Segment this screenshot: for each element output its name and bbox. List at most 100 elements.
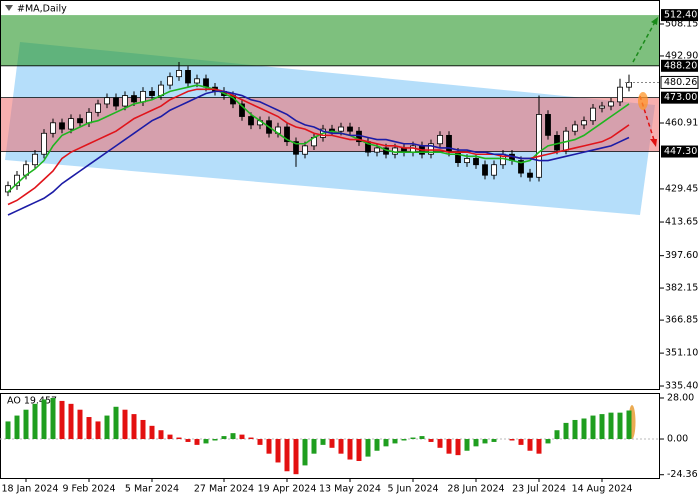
ao-bar [311, 439, 317, 454]
candle-body [68, 118, 74, 130]
candle-body [482, 164, 488, 176]
ao-bar [266, 439, 272, 454]
forecast-arrow-up [632, 21, 656, 63]
candle-body [374, 147, 380, 153]
ao-bar [104, 415, 110, 440]
ao-bar [356, 439, 362, 461]
y-tick-label: 429.45 [665, 183, 698, 194]
candle-body [248, 116, 254, 126]
candle-body [608, 101, 614, 107]
ao-bar [203, 439, 209, 444]
y-tick-label: 382.15 [665, 283, 698, 294]
ao-bar [617, 412, 623, 440]
candle-body [239, 103, 245, 117]
candle-body [527, 172, 533, 178]
candle-body [104, 97, 110, 105]
ao-bar [446, 439, 452, 454]
ao-bar [626, 410, 632, 440]
y-tick-label: 366.85 [665, 315, 698, 326]
ao-bar [320, 439, 326, 445]
ao-bar [185, 439, 191, 442]
candle-body [77, 118, 83, 124]
candle-body [131, 95, 137, 103]
candle-body [446, 134, 452, 153]
candle-body [194, 78, 200, 84]
ao-bar [275, 439, 281, 463]
candle-body [581, 120, 587, 126]
ao-bar [401, 439, 407, 441]
ao-bar [95, 421, 101, 440]
ao-bar [437, 439, 443, 448]
ao-bar [50, 397, 56, 440]
y-tick-label: 492.90 [665, 50, 698, 61]
ao-tick-label: -24.36 [667, 469, 698, 480]
ao-frame [0, 393, 660, 479]
ao-bar [113, 406, 119, 440]
ao-bar [131, 414, 137, 440]
x-tick-label: 27 Mar 2024 [194, 484, 254, 495]
candle-body [140, 90, 146, 103]
ao-bar [41, 399, 47, 440]
candle-body [293, 141, 299, 155]
ao-bar [221, 436, 227, 440]
y-tick-label: 460.91 [665, 117, 698, 128]
y-tick-label: 508.15 [665, 18, 698, 29]
title-icon [5, 5, 13, 11]
ao-tick-label: 28.00 [667, 392, 694, 403]
candle-body [491, 164, 497, 176]
ao-bar [248, 437, 254, 440]
ao-bar [230, 433, 236, 440]
ao-bar [392, 439, 398, 444]
level-band [0, 15, 660, 66]
candle-body [41, 132, 47, 155]
ao-bar [410, 437, 416, 440]
ao-bar [239, 434, 245, 440]
level-label-box [661, 59, 698, 72]
x-tick-label: 9 Feb 2024 [62, 484, 115, 495]
candle-body [176, 70, 182, 78]
ao-bar [23, 409, 29, 440]
ao-bar [491, 439, 497, 442]
ao-bar [455, 439, 461, 456]
ao-bar [149, 425, 155, 440]
ao-bar [59, 400, 65, 440]
highlight [638, 92, 648, 110]
ao-bar [428, 439, 434, 442]
y-tick-label: 351.10 [665, 348, 698, 359]
ao-bar [68, 403, 74, 440]
ao-bar [194, 439, 200, 445]
candle-body [437, 134, 443, 145]
ao-bar [383, 439, 389, 447]
ao-tick-label: 0.00 [667, 434, 688, 445]
level-label: 488.20 [664, 60, 697, 71]
ao-bar [365, 439, 371, 457]
level-label: 473.00 [664, 92, 697, 103]
ao-bar [284, 439, 290, 472]
ao-bar [554, 430, 560, 440]
ao-bar [563, 422, 569, 440]
ao-bar [599, 414, 605, 440]
x-tick-label: 28 Jun 2024 [447, 484, 504, 495]
last-price-box [660, 75, 699, 89]
ao-bar [176, 437, 182, 440]
chart-title: #MA,Daily [17, 4, 67, 15]
ao-bar [572, 419, 578, 440]
ao-bar [608, 412, 614, 440]
candle-body [185, 70, 191, 84]
arrow-head [651, 17, 658, 25]
candle-body [284, 126, 290, 143]
last-price-label: 480.26 [664, 77, 697, 88]
level-label: 512.40 [664, 10, 697, 21]
candle-body [122, 95, 128, 107]
ao-bar [527, 439, 533, 451]
y-tick-label: 397.60 [665, 250, 698, 261]
candle-body [617, 86, 623, 103]
ao-bar [590, 415, 596, 440]
ao-bar [329, 439, 335, 448]
candle-body [86, 111, 92, 124]
x-tick-label: 5 Mar 2024 [125, 484, 179, 495]
ao-bar [293, 439, 299, 475]
candle-body [95, 103, 101, 113]
ao-bar [158, 430, 164, 440]
